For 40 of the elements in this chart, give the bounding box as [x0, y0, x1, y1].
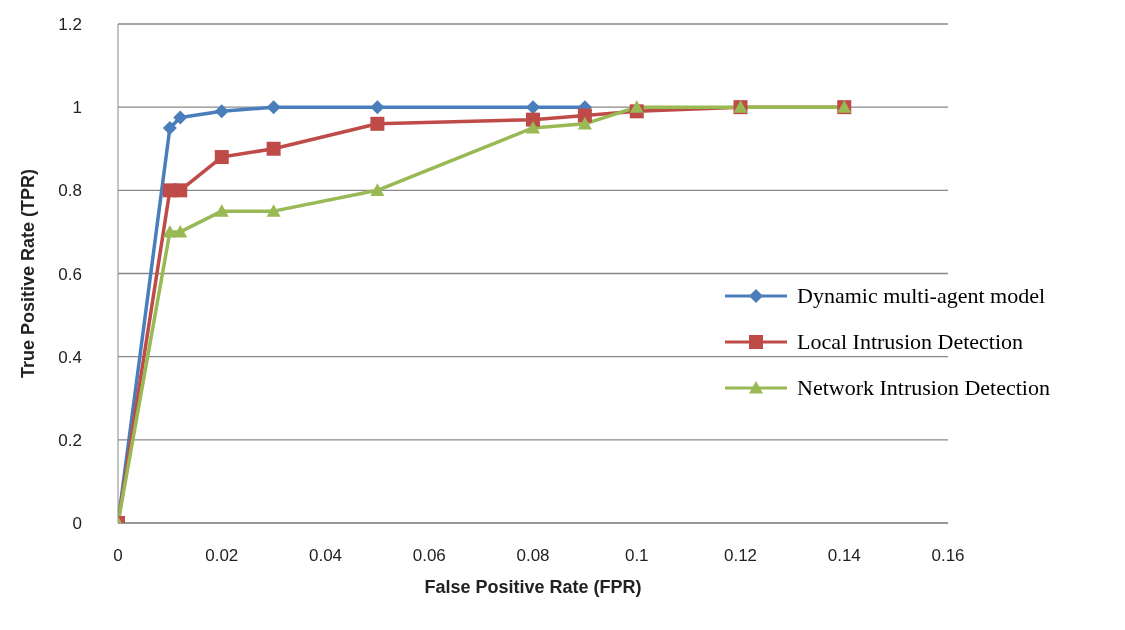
point — [266, 204, 281, 217]
x-tick-label: 0.02 — [205, 546, 239, 566]
point — [214, 150, 229, 165]
x-tick-label: 0.1 — [624, 546, 649, 566]
point — [214, 204, 229, 217]
x-tick-label: 0 — [113, 546, 123, 566]
point — [173, 110, 188, 125]
point — [370, 116, 385, 131]
y-tick-label: 1.2 — [58, 15, 82, 35]
point — [266, 100, 281, 115]
y-tick-label: 0.4 — [58, 347, 82, 367]
point — [173, 224, 188, 238]
x-tick-label: 0.14 — [827, 546, 861, 566]
y-tick-label: 0.2 — [58, 430, 82, 450]
x-tick-label: 0.16 — [931, 546, 965, 566]
x-tick-label: 0.06 — [412, 546, 446, 566]
x-tick-label: 0.08 — [516, 546, 550, 566]
x-axis-title: False Positive Rate (FPR) — [424, 577, 642, 597]
point — [162, 120, 177, 135]
point — [162, 224, 177, 238]
y-tick-label: 0.6 — [58, 264, 82, 284]
point — [266, 141, 281, 156]
point — [370, 100, 385, 115]
legend-label: Local Intrusion Detection — [797, 329, 1024, 355]
legend-label: Dynamic multi-agent model — [797, 283, 1046, 309]
point — [370, 183, 385, 196]
y-tick-label: 0 — [72, 514, 82, 534]
y-tick-label: 1 — [72, 98, 82, 118]
point — [214, 104, 229, 119]
point — [526, 100, 540, 115]
y-axis-title: True Positive Rate (TPR) — [18, 168, 39, 379]
x-tick-label: 0.12 — [723, 546, 758, 566]
point — [577, 116, 592, 130]
point — [629, 100, 644, 113]
point — [577, 108, 592, 123]
point — [173, 183, 188, 198]
legend-label: Network Intrusion Detection — [797, 375, 1050, 401]
x-tick-label: 0.04 — [308, 546, 343, 566]
point — [526, 120, 540, 134]
y-tick-label: 0.8 — [58, 181, 82, 201]
